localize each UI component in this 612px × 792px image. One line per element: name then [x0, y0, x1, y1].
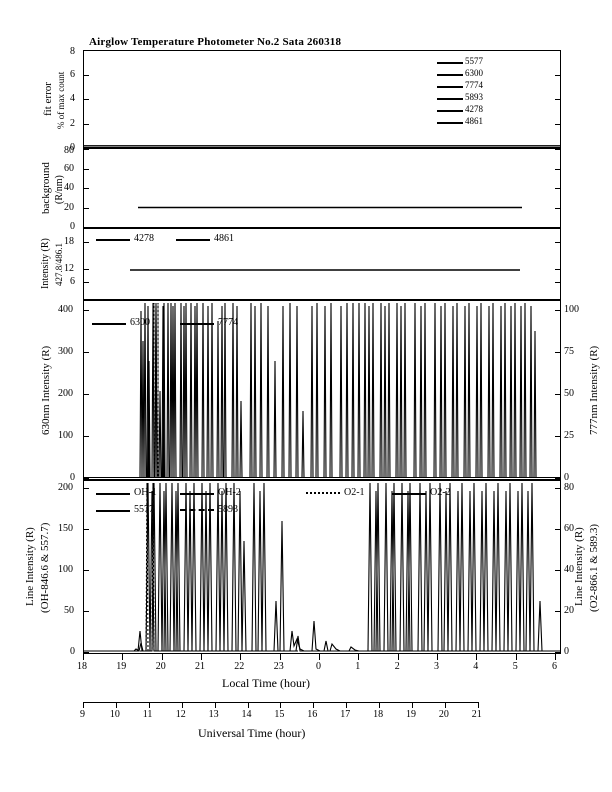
ytick-o2-60: 60: [564, 523, 574, 534]
ytick-fit-6: 6: [70, 68, 75, 80]
xtick-lt-23: 23: [273, 661, 284, 672]
xtick-lt-22: 22: [234, 661, 245, 672]
legend-line-oh1: OH-1: [134, 487, 157, 498]
ylabel-777: 777nm Intensity (R): [588, 345, 600, 435]
xlabel-local-time: Local Time (hour): [222, 676, 310, 690]
ytick-630-200: 200: [58, 388, 73, 399]
xtick-ut-12: 12: [175, 709, 186, 720]
ytick-fit-8: 8: [70, 46, 75, 57]
legend-427-4861: 4861: [214, 233, 234, 244]
ytick-line-0: 0: [70, 646, 75, 657]
ytick-fit-4: 4: [70, 93, 75, 104]
xtick-ut-9: 9: [80, 709, 85, 720]
xtick-ut-11: 11: [142, 709, 153, 720]
legend-4861: 4861: [465, 116, 483, 126]
ytick-line-100: 100: [58, 564, 73, 575]
ylabel-line-right-sub: (O2-866.1 & 589.3): [588, 524, 600, 612]
xtick-lt-18: 18: [77, 661, 87, 672]
ytick-630-400: 400: [58, 304, 73, 315]
ylabel-line-left-sub: (OH-846.6 & 557.7): [39, 522, 51, 614]
legend-6300: 6300: [465, 68, 483, 78]
xtick-lt-20: 20: [155, 661, 166, 672]
ytick-427-6: 6: [70, 276, 75, 287]
ylabel-intensity-427-sub: 427.8/486.1: [54, 242, 64, 286]
legend-5577: 5577: [465, 56, 483, 66]
ytick-o2-20: 20: [564, 605, 574, 616]
xtick-lt-1: 1: [355, 661, 361, 672]
xtick-ut-18: 18: [373, 709, 384, 720]
legend-line-oh2: OH-2: [218, 487, 241, 498]
ytick-bg-40: 40: [64, 182, 74, 193]
ylabel-line-right: Line Intensity (R): [573, 527, 585, 607]
legend-630-7774: 7774: [218, 317, 238, 328]
panel-intensity-427: [83, 228, 561, 300]
panel-630-777-plot: [84, 302, 560, 479]
ytick-777-100: 100: [564, 304, 579, 315]
ytick-bg-80: 80: [64, 145, 74, 156]
ytick-bg-0: 0: [70, 221, 75, 232]
ytick-777-25: 25: [564, 430, 574, 441]
panel-background-plot: [138, 206, 522, 209]
legend-line-o21: O2-1: [344, 487, 365, 498]
legend-7774: 7774: [465, 80, 483, 90]
panel-background: [83, 148, 561, 228]
legend-line-5893: 5893: [218, 504, 238, 515]
ylabel-630: 630nm Intensity (R): [40, 345, 52, 435]
xtick-lt-0: 0: [316, 661, 321, 672]
ylabel-background-units: (R/nm): [54, 175, 65, 205]
xtick-lt-2: 2: [394, 661, 400, 672]
panel-line-intensity-plot: [84, 482, 560, 652]
ytick-bg-60: 60: [64, 162, 74, 174]
ytick-o2-0: 0: [564, 646, 569, 657]
ytick-630-0: 0: [70, 472, 75, 483]
xtick-ut-16: 16: [307, 709, 318, 720]
xtick-ut-19: 19: [406, 709, 416, 720]
ytick-630-100: 100: [58, 430, 73, 441]
ytick-fit-0: 0: [70, 142, 75, 153]
ytick-bg-20: 20: [64, 201, 74, 213]
ytick-777-75: 75: [564, 346, 574, 357]
panel-intensity-427-plot: [130, 269, 520, 271]
xtick-ut-20: 20: [438, 709, 449, 720]
legend-427-4278: 4278: [134, 233, 154, 244]
ylabel-intensity-427: Intensity (R): [40, 238, 51, 290]
xtick-ut-21: 21: [471, 709, 482, 720]
ylabel-background: background: [40, 162, 52, 214]
ylabel-fit-error-units: % of max count: [56, 71, 66, 129]
ytick-427-12: 12: [64, 263, 74, 274]
ytick-o2-40: 40: [564, 564, 574, 575]
legend-630-6300: 6300: [130, 317, 150, 328]
legend-line-5577: 5577: [134, 504, 154, 515]
xtick-lt-19: 19: [116, 661, 127, 672]
xtick-lt-6: 6: [552, 661, 557, 672]
panel-fit-error-plot: [84, 145, 560, 147]
legend-5893: 5893: [465, 92, 483, 102]
xtick-ut-14: 14: [241, 709, 252, 720]
ylabel-fit-error: fit error: [42, 82, 54, 116]
legend-line-o22: O2-2: [430, 487, 451, 498]
xtick-lt-4: 4: [473, 661, 479, 672]
ytick-777-0: 0: [564, 472, 569, 483]
panel-fit-error: [83, 50, 561, 148]
ytick-777-50: 50: [564, 388, 574, 399]
ytick-line-150: 150: [58, 523, 73, 534]
xtick-ut-15: 15: [274, 709, 285, 720]
ytick-427-18: 18: [64, 236, 74, 247]
xtick-lt-21: 21: [195, 661, 205, 672]
ytick-fit-2: 2: [70, 117, 75, 129]
xtick-lt-3: 3: [434, 661, 439, 672]
xtick-lt-5: 5: [512, 661, 518, 672]
ylabel-line-left: Line Intensity (R): [24, 527, 36, 607]
xtick-ut-10: 10: [109, 709, 120, 720]
ytick-630-300: 300: [58, 346, 73, 357]
ytick-line-200: 200: [58, 482, 73, 493]
ytick-o2-80: 80: [564, 482, 574, 493]
legend-4278: 4278: [465, 104, 483, 114]
xtick-ut-13: 13: [208, 709, 219, 720]
page-title: Airglow Temperature Photometer No.2 Sata…: [89, 36, 342, 48]
xtick-ut-17: 17: [340, 709, 351, 720]
xlabel-universal-time: Universal Time (hour): [198, 726, 306, 740]
ytick-line-50: 50: [64, 605, 74, 616]
